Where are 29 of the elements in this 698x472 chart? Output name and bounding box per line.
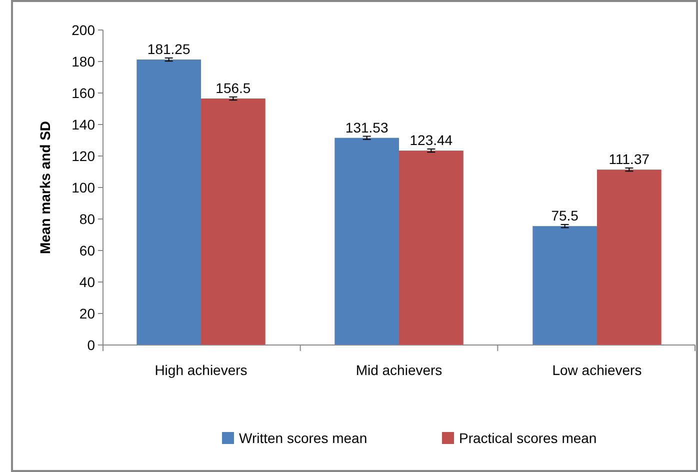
y-tick-label: 160: [72, 85, 96, 101]
y-tick-label: 40: [79, 274, 96, 290]
bar: [334, 138, 399, 345]
y-tick-label: 80: [79, 211, 96, 227]
y-tick-label: 180: [72, 54, 96, 70]
data-label: 181.25: [147, 40, 190, 57]
data-label: 111.37: [608, 151, 650, 168]
legend-label: Written scores mean: [239, 430, 368, 446]
y-tick-label: 60: [79, 242, 96, 258]
y-tick-label: 20: [79, 306, 96, 322]
data-label: 131.53: [345, 119, 388, 136]
bar: [596, 170, 662, 345]
data-label: 123.44: [410, 132, 453, 148]
y-tick-label: 200: [72, 22, 96, 38]
y-tick-label: 100: [72, 180, 96, 196]
x-tick-label: Mid achievers: [356, 362, 442, 378]
bar: [201, 98, 266, 345]
y-tick-label: 120: [72, 148, 96, 164]
x-tick-label: High achievers: [154, 362, 248, 378]
x-tick-label: Low achievers: [552, 362, 642, 378]
data-label: 75.5: [551, 208, 579, 224]
data-label: 156.5: [216, 80, 251, 96]
bar: [136, 60, 202, 345]
y-axis-title: Mean marks and SD: [37, 120, 53, 254]
y-tick-label: 140: [72, 116, 96, 132]
bar: [399, 150, 464, 345]
legend-label: Practical scores mean: [459, 430, 597, 446]
y-tick-label: 0: [87, 337, 96, 353]
bar: [532, 226, 597, 345]
